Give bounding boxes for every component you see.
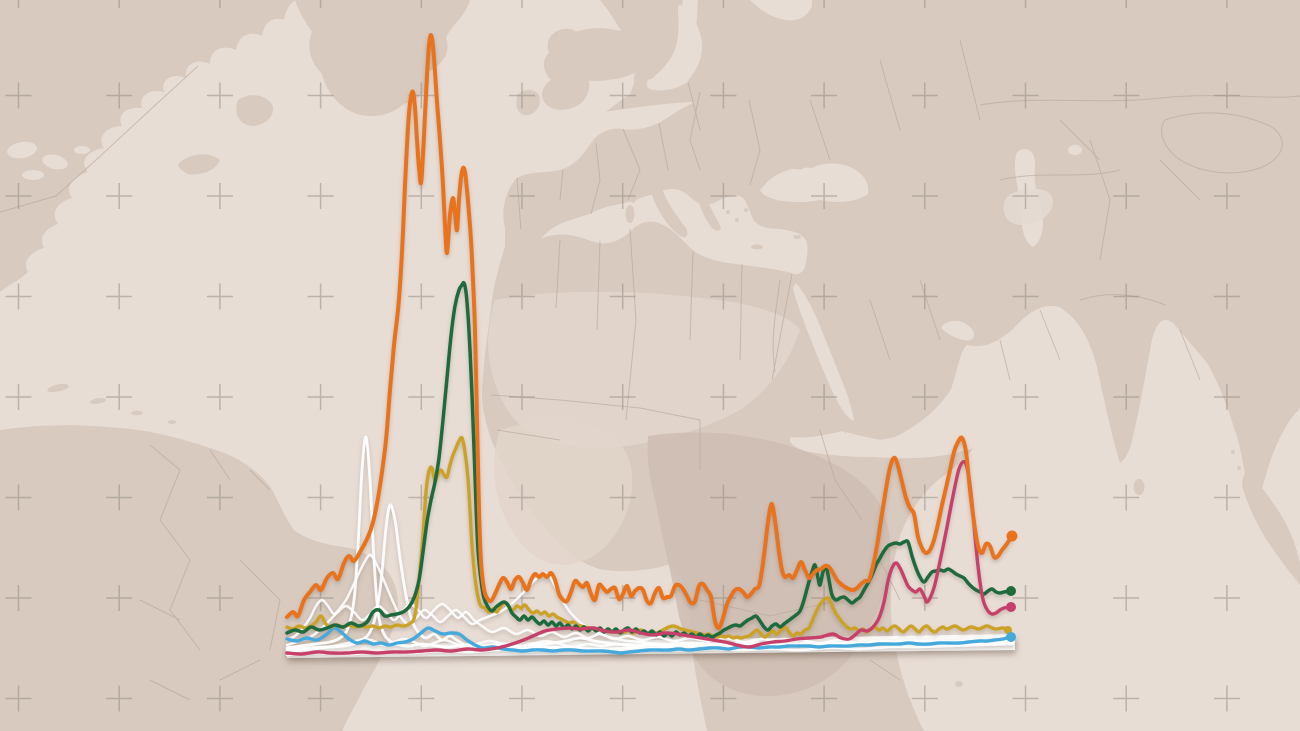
patch-westafrica-light — [493, 421, 633, 565]
end-dot-gold — [1004, 626, 1012, 634]
series-end-dots — [1004, 530, 1018, 642]
end-dot-blue — [1006, 632, 1016, 642]
borders-south-america — [139, 444, 281, 701]
peninsulas-islands — [600, 70, 1300, 687]
land-nova-scotia — [178, 154, 220, 175]
end-dot-green — [1006, 586, 1016, 596]
land-italy — [647, 162, 688, 238]
sea-gulf-of-aden — [846, 432, 969, 456]
island-hispaniola — [90, 398, 106, 404]
sea-aral — [1068, 145, 1082, 155]
island-sri-lanka — [1133, 479, 1145, 495]
land-crimea — [788, 151, 810, 170]
island-antilles — [167, 420, 177, 424]
lake-stlawrence — [74, 146, 90, 154]
grid-plus-markers — [5, 0, 1240, 712]
island-andaman-1 — [1231, 450, 1235, 454]
island-sardinia — [625, 205, 635, 223]
island-riau-1 — [1260, 517, 1264, 521]
borders-mongolia — [1161, 112, 1283, 174]
sea-persian-gulf — [941, 320, 975, 341]
island-andaman-2 — [1237, 466, 1241, 470]
borders-africa — [490, 228, 901, 681]
island-aegean-3 — [744, 208, 748, 212]
lake-huron — [42, 154, 68, 170]
lake-superior — [7, 141, 37, 159]
land-newfoundland — [236, 95, 274, 126]
land-great-britain — [542, 28, 590, 110]
sea-mediterranean — [541, 189, 808, 275]
island-riau-2 — [1265, 532, 1271, 538]
sea-white — [750, 0, 812, 21]
series-line-white-5 — [285, 637, 1015, 654]
lake-erie — [22, 170, 44, 180]
series-line-orange — [285, 33, 1014, 631]
island-cyprus — [793, 235, 801, 239]
patch-sahara-light — [488, 291, 800, 449]
island-puerto-rico — [131, 410, 143, 416]
sea-black — [760, 163, 869, 203]
island-aegean-2 — [735, 218, 739, 222]
sea-red — [793, 283, 854, 421]
country-borders — [0, 39, 1300, 701]
plus-marker-lines — [5, 0, 1240, 712]
series-line-pink — [285, 459, 1013, 656]
patch-central-asia-light — [1003, 188, 1053, 226]
borders-nile-river — [772, 279, 781, 373]
end-dot-pink — [1006, 602, 1016, 612]
series-line-blue — [285, 626, 1013, 655]
island-indian-ocean — [955, 681, 963, 687]
island-balearic — [600, 188, 608, 192]
land-greece — [698, 197, 721, 231]
island-sumatra — [1242, 471, 1300, 585]
patch-central-africa-dark — [647, 432, 891, 697]
land-scandinavia — [600, 0, 683, 80]
island-aegean-1 — [726, 210, 730, 214]
island-sicily — [666, 238, 682, 246]
island-cuba — [47, 383, 69, 393]
line-chart — [285, 33, 1018, 658]
borders-asia — [869, 95, 1300, 381]
sea-baltic — [647, 4, 703, 90]
land-shade-patches — [488, 188, 1053, 697]
end-dot-orange — [1006, 530, 1018, 542]
land-north-america — [0, 0, 296, 292]
land-denmark — [633, 70, 648, 87]
island-corsica — [629, 191, 637, 203]
seas-and-lakes — [7, 0, 1082, 456]
series-lines — [285, 33, 1015, 657]
borders-europe — [516, 39, 981, 231]
island-crete — [751, 244, 763, 250]
